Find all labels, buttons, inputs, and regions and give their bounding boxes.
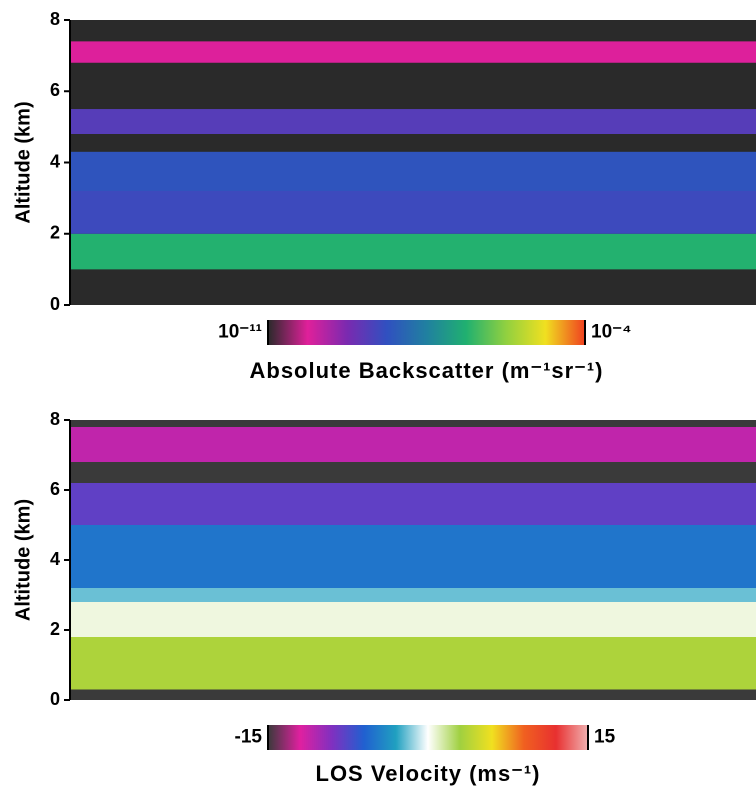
colorbar-tick-label: 10⁻¹¹ <box>218 322 262 343</box>
heatmap-band <box>70 109 756 134</box>
heatmap-band <box>70 588 756 602</box>
panel: 0 2 4 6 8 Altitude (km) 10⁻¹¹ 10⁻⁴ Absolute Back… <box>12 9 756 383</box>
heatmap-band <box>70 41 756 63</box>
colorbar-tick-label: 15 <box>594 727 616 748</box>
y-tick-label: 8 <box>50 9 60 29</box>
y-tick-label: 4 <box>50 151 60 171</box>
colorbar-label: Absolute Backscatter (m⁻¹sr⁻¹) <box>250 358 604 383</box>
y-tick-label: 4 <box>50 549 60 569</box>
heatmap-band <box>70 191 756 234</box>
y-tick-label: 2 <box>50 223 60 243</box>
heatmap-band <box>70 427 756 462</box>
y-tick-label: 6 <box>50 479 60 499</box>
heatmap-band <box>70 151 756 191</box>
heatmap-band <box>70 525 756 588</box>
colorbar <box>268 320 585 345</box>
y-axis-label: Altitude (km) <box>12 499 34 621</box>
y-tick-label: 8 <box>50 409 60 429</box>
heatmap-band <box>70 233 756 270</box>
y-tick-label: 0 <box>50 294 60 314</box>
heatmap-band <box>70 483 756 525</box>
y-tick-label: 0 <box>50 689 60 709</box>
colorbar-tick-label: 10⁻⁴ <box>591 322 632 343</box>
colorbar-label: LOS Velocity (ms⁻¹) <box>316 761 541 786</box>
heatmap-band <box>70 637 756 690</box>
y-tick-label: 2 <box>50 619 60 639</box>
colorbar-tick-label: -15 <box>235 727 263 748</box>
panel: 0 2 4 6 8 Altitude (km) -15 15 LOS Velocity (ms⁻… <box>12 409 756 786</box>
heatmap-band <box>70 602 756 637</box>
colorbar <box>268 725 588 750</box>
y-axis-label: Altitude (km) <box>12 101 34 223</box>
y-tick-label: 6 <box>50 80 60 100</box>
